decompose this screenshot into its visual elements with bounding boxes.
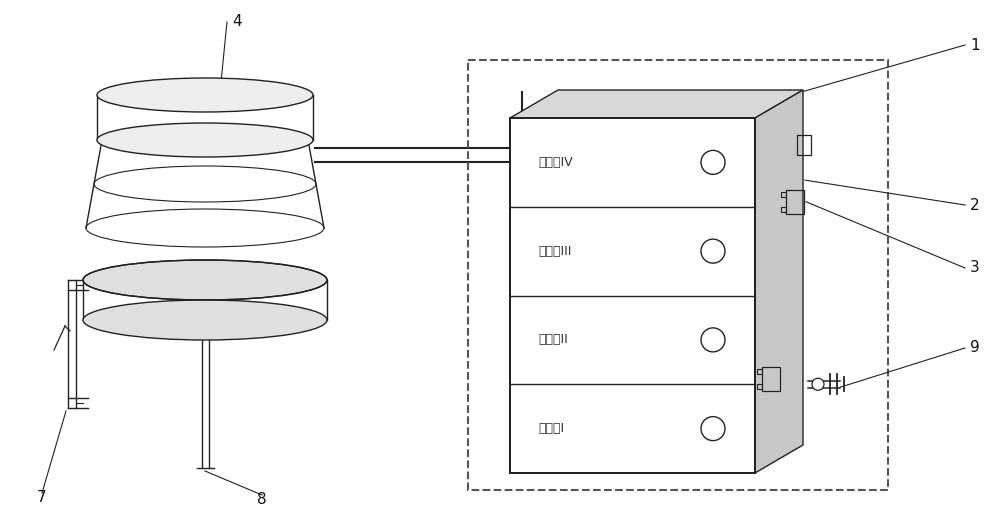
Bar [797,135,811,155]
Bar [510,118,755,473]
Circle shape [701,417,725,440]
Bar [468,60,888,490]
Text: 7: 7 [37,490,47,506]
Text: 附气室I: 附气室I [538,422,564,435]
Ellipse shape [97,78,313,112]
Polygon shape [510,90,803,118]
Bar [781,207,786,212]
Circle shape [701,151,725,174]
Bar [757,384,762,389]
Text: 4: 4 [232,14,242,30]
Text: 附气室II: 附气室II [538,333,568,347]
Ellipse shape [83,260,327,300]
Circle shape [701,328,725,352]
Ellipse shape [97,123,313,157]
Circle shape [812,378,824,390]
Text: 1: 1 [970,38,980,52]
Bar [757,369,762,374]
Text: 附气室IV: 附气室IV [538,156,573,169]
Text: 9: 9 [970,340,980,356]
Circle shape [701,239,725,263]
Polygon shape [755,90,803,473]
Text: 3: 3 [970,261,980,276]
Text: 2: 2 [970,198,980,213]
Bar [786,190,804,214]
Text: 8: 8 [257,492,267,508]
Ellipse shape [83,300,327,340]
Bar [781,192,786,197]
Text: 附气室III: 附气室III [538,245,571,258]
Bar [510,118,755,473]
Bar [762,367,780,391]
